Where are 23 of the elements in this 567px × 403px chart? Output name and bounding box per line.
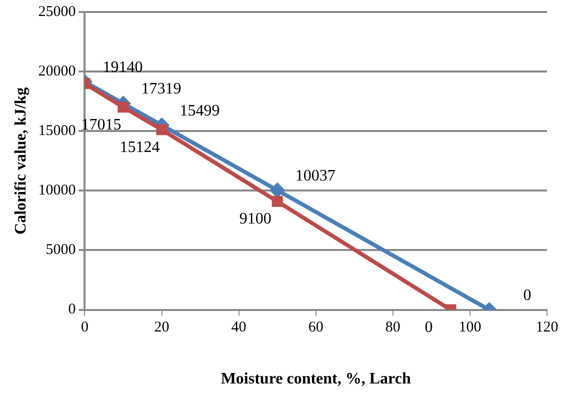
- data-label: 15124: [120, 138, 160, 156]
- data-label: 17015: [81, 116, 122, 134]
- y-tick-label: 5000: [46, 242, 76, 258]
- data-label: 0: [523, 287, 532, 304]
- data-label: 15499: [180, 102, 220, 120]
- x-tick-label: 80: [385, 320, 400, 336]
- x-tick-label: 60: [308, 320, 324, 336]
- y-axis-title: Calorific value, kJ/kg: [12, 87, 30, 234]
- data-label: 19140: [102, 59, 143, 76]
- x-axis-title: Moisture content, %, Larch: [220, 370, 411, 388]
- data-label: 9100: [239, 210, 272, 228]
- y-tick-label: 20000: [38, 63, 76, 80]
- y-tick-label: 25000: [38, 4, 76, 20]
- x-tick-label: 20: [154, 320, 170, 336]
- x-tick-label: 120: [536, 320, 558, 336]
- y-tick-label: 0: [68, 302, 76, 318]
- y-tick-label: 10000: [38, 182, 76, 199]
- data-label: 17319: [141, 80, 182, 98]
- x-tick-label: 40: [231, 320, 246, 336]
- y-tick-label: 15000: [38, 123, 76, 140]
- x-tick-label: 0: [80, 320, 88, 336]
- data-label: 10037: [295, 167, 336, 184]
- x-tick-label: 100: [458, 320, 482, 336]
